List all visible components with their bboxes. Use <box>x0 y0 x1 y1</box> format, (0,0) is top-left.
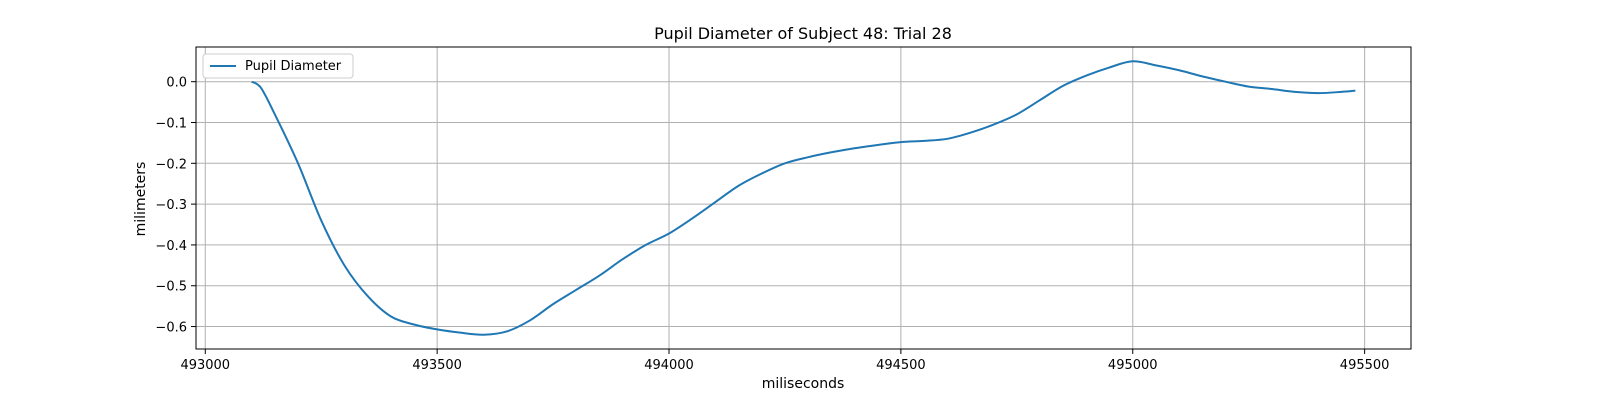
plot-frame <box>195 46 1412 350</box>
series-layer <box>251 60 1356 336</box>
y-axis: 0.0 −0.1 −0.2 −0.3 −0.4 −0.5 −0.6 <box>155 76 196 336</box>
chart-title: Pupil Diameter of Subject 48: Trial 28 <box>654 24 952 43</box>
y-tick-label: −0.5 <box>155 280 187 295</box>
x-tick-label: 493000 <box>180 358 230 373</box>
y-tick-label: −0.3 <box>155 198 187 213</box>
legend-box <box>202 53 354 79</box>
x-tick-label: 493500 <box>412 358 462 373</box>
x-tick-label: 495500 <box>1340 358 1390 373</box>
x-tick-label: 495000 <box>1108 358 1158 373</box>
legend: Pupil Diameter <box>202 53 354 79</box>
plot-background <box>196 47 1411 349</box>
y-tick-label: −0.4 <box>155 239 187 254</box>
x-tick-label: 494500 <box>876 358 926 373</box>
y-tick-label: 0.0 <box>166 76 187 91</box>
y-tick-label: −0.2 <box>155 157 187 172</box>
grid <box>196 47 1411 349</box>
x-axis-label: miliseconds <box>762 376 845 392</box>
y-tick-label: −0.1 <box>155 117 187 132</box>
x-tick-label: 494000 <box>644 358 694 373</box>
x-axis: 493000 493500 494000 494500 495000 495500 <box>180 349 1389 373</box>
legend-label: Pupil Diameter <box>245 59 342 74</box>
series-line-pupil-diameter <box>251 60 1356 336</box>
y-tick-label: −0.6 <box>155 321 187 336</box>
y-axis-label: milimeters <box>133 162 149 237</box>
